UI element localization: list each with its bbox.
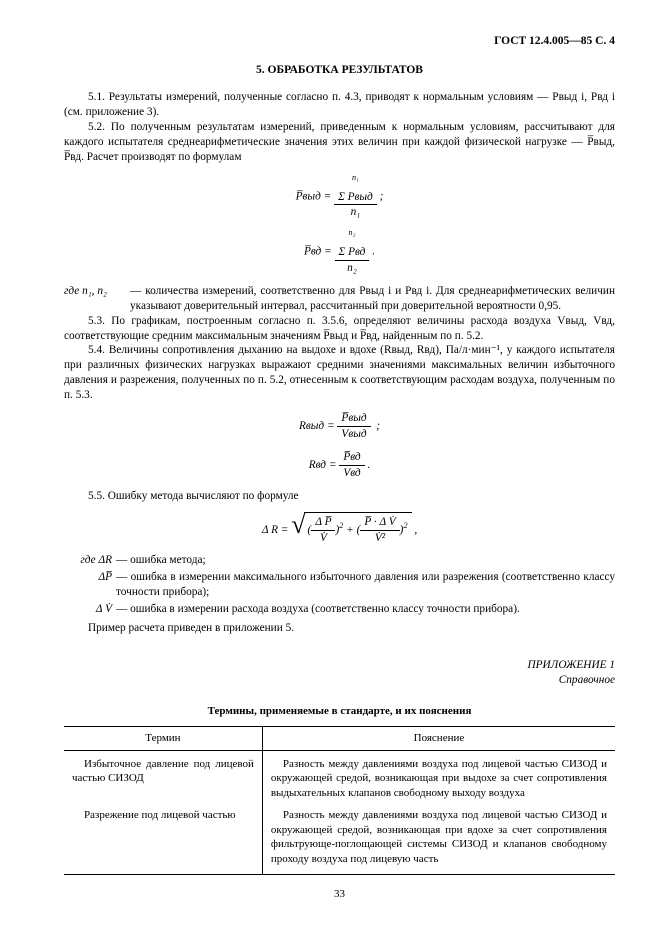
- page-number: 33: [64, 887, 615, 902]
- where-dr: где ΔR — ошибка метода;: [64, 553, 615, 568]
- where-n1-n2: где n₁, n₂ — количества измерений, соотв…: [64, 284, 615, 314]
- para-5-3: 5.3. По графикам, построенным согласно п…: [64, 314, 615, 344]
- formula-rvyd: Rвыд = P̅выд Vвыд ;: [64, 411, 615, 442]
- table-row: Избыточное давление под лицевой частью С…: [64, 750, 615, 802]
- table-row: Разрежение под лицевой частью Разность м…: [64, 802, 615, 875]
- para-5-4: 5.4. Величины сопротивления дыханию на в…: [64, 343, 615, 403]
- appendix-header: ПРИЛОЖЕНИЕ 1 Справочное: [64, 658, 615, 688]
- example-note: Пример расчета приведен в приложении 5.: [64, 621, 615, 636]
- page-header: ГОСТ 12.4.005—85 С. 4: [64, 34, 615, 49]
- where-dp: ΔP̅ — ошибка в измерении максимального и…: [64, 570, 615, 600]
- para-5-5: 5.5. Ошибку метода вычисляют по формуле: [64, 489, 615, 504]
- table-title: Термины, применяемые в стандарте, и их п…: [64, 704, 615, 719]
- th-term: Термин: [64, 727, 262, 751]
- formula-lhs: P̅выд =: [296, 190, 332, 202]
- formula-error: Δ R = √ ( Δ P̅ V̇ )2 + ( P̅ · Δ V̇ V̇² )…: [64, 512, 615, 546]
- formula-pvd: P̅вд = n₂Σ Pвд n₂ .: [64, 228, 615, 275]
- terms-table: Термин Пояснение Избыточное давление под…: [64, 726, 615, 875]
- formula-rvd: Rвд = P̅вд Vвд .: [64, 450, 615, 481]
- formula-lhs: P̅вд =: [304, 246, 332, 258]
- para-5-2: 5.2. По полученным результатам измерений…: [64, 120, 615, 165]
- th-definition: Пояснение: [262, 727, 615, 751]
- where-dv: Δ V̇ — ошибка в измерении расхода воздух…: [64, 602, 615, 617]
- document-page: ГОСТ 12.4.005—85 С. 4 5. ОБРАБОТКА РЕЗУЛ…: [0, 0, 661, 936]
- section-title: 5. ОБРАБОТКА РЕЗУЛЬТАТОВ: [64, 63, 615, 78]
- para-5-1: 5.1. Результаты измерений, полученные со…: [64, 90, 615, 120]
- formula-pvyd: P̅выд = n₁Σ Pвыд n₁ ;: [64, 173, 615, 220]
